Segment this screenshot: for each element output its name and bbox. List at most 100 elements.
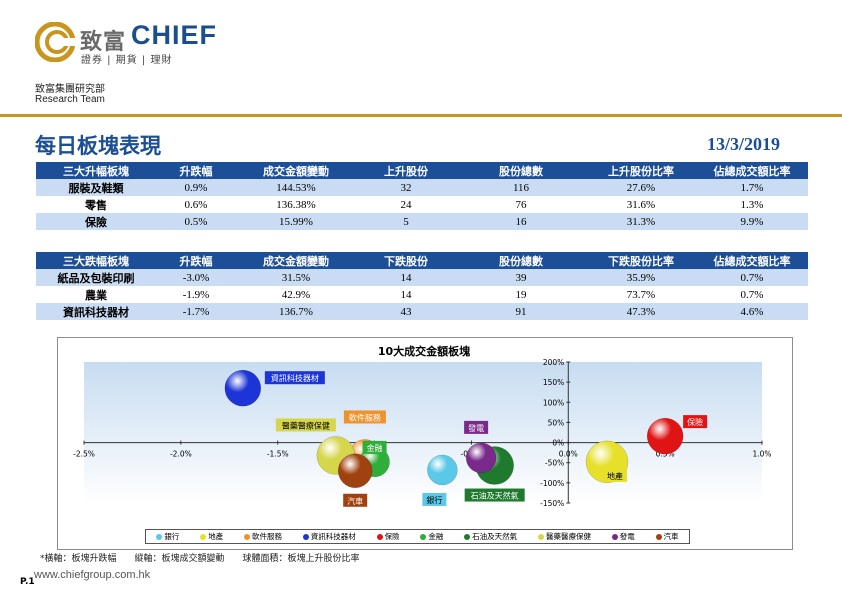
legend-item: 銀行 [156, 531, 179, 542]
table-cell: 31.6% [586, 196, 696, 213]
table-cell: 14 [356, 269, 456, 286]
legend-item: 醫藥醫療保健 [537, 531, 591, 542]
table-row: 紙品及包裝印刷 -3.0% 31.5% 14 39 35.9% 0.7% [36, 269, 808, 286]
column-header: 佔總成交額比率 [696, 252, 808, 269]
x-tick-label: 0.0% [559, 450, 578, 459]
legend-item: 汽車 [655, 531, 679, 542]
table-cell: 76 [456, 196, 586, 213]
sector-name: 保險 [36, 213, 156, 230]
legend-label: 發電 [619, 532, 635, 541]
legend-marker-icon [611, 533, 618, 540]
legend-marker-icon [200, 533, 207, 540]
table-cell: 43 [356, 303, 456, 320]
chief-logo-icon [35, 22, 75, 62]
table-cell: 15.99% [236, 213, 356, 230]
header-divider [0, 114, 842, 117]
table-cell: 1.3% [696, 196, 808, 213]
legend-marker-icon [537, 533, 544, 540]
x-tick-label: -1.5% [267, 450, 289, 459]
legend-marker-icon [655, 533, 662, 540]
table-cell: 27.6% [586, 179, 696, 196]
bubble-label-box [422, 492, 447, 506]
table-cell: 0.6% [156, 196, 236, 213]
sector-name: 服裝及鞋類 [36, 179, 156, 196]
table-cell: 0.9% [156, 179, 236, 196]
table-cell: 0.5% [156, 213, 236, 230]
column-header: 股份總數 [456, 252, 586, 269]
bubble-8 [465, 442, 497, 474]
column-header: 下跌股份比率 [586, 252, 696, 269]
sector-name: 農業 [36, 286, 156, 303]
legend-label: 醫藥醫療保健 [545, 532, 591, 541]
table-cell: 1.7% [696, 179, 808, 196]
bubble-label: 汽車 [347, 496, 363, 506]
table-cell: 5 [356, 213, 456, 230]
table-cell: 24 [356, 196, 456, 213]
y-tick-label: 200% [543, 358, 564, 367]
table-cell: 9.9% [696, 213, 808, 230]
table-cell: 39 [456, 269, 586, 286]
brand-name-english: CHIEF [131, 20, 217, 50]
top-gainers-table: 三大升幅板塊 升跌幅 成交金額變動 上升股份 股份總數 上升股份比率 佔總成交額… [36, 162, 808, 230]
bubble-label: 醫藥醫療保健 [282, 420, 330, 430]
bubble-label-box [683, 415, 708, 429]
legend-label: 汽車 [663, 532, 679, 541]
y-tick-label: -100% [540, 479, 564, 488]
bubble-label-box [464, 488, 525, 502]
x-tick-label: -2.5% [73, 450, 95, 459]
table-row: 零售 0.6% 136.38% 24 76 31.6% 1.3% [36, 196, 808, 213]
legend-label: 資訊科技器材 [310, 532, 356, 541]
legend-item: 保險 [376, 531, 400, 542]
top-losers-table: 三大跌幅板塊 升跌幅 成交金額變動 下跌股份 股份總數 下跌股份比率 佔總成交額… [36, 252, 808, 320]
column-header: 升跌幅 [156, 162, 236, 179]
table-row: 保險 0.5% 15.99% 5 16 31.3% 9.9% [36, 213, 808, 230]
bubble-label: 保險 [687, 417, 703, 427]
y-tick-label: 100% [543, 398, 564, 407]
table-cell: 144.53% [236, 179, 356, 196]
table-row: 農業 -1.9% 42.9% 14 19 73.7% 0.7% [36, 286, 808, 303]
brand-tagline: 證券 | 期貨 | 理財 [81, 55, 173, 66]
bubble-label-box [264, 371, 325, 385]
table-cell: 14 [356, 286, 456, 303]
y-tick-label: -150% [540, 499, 564, 508]
table-row: 服裝及鞋類 0.9% 144.53% 32 116 27.6% 1.7% [36, 179, 808, 196]
website-link[interactable]: www.chiefgroup.com.hk [34, 569, 151, 581]
page-title: 每日板塊表現 [35, 133, 161, 158]
department-english: Research Team [35, 94, 105, 105]
bubble-label-box [275, 418, 336, 432]
column-header: 三大跌幅板塊 [36, 252, 156, 269]
bubble-label: 石油及天然氣 [471, 491, 519, 501]
column-header: 成交金額變動 [236, 162, 356, 179]
y-tick-label: 0% [552, 439, 564, 448]
table-cell: 31.5% [236, 269, 356, 286]
table-cell: 4.6% [696, 303, 808, 320]
legend-item: 石油及天然氣 [464, 531, 517, 542]
legend-marker-icon [156, 533, 163, 540]
table-cell: -3.0% [156, 269, 236, 286]
bubble-label-box [362, 440, 387, 454]
bubble-3 [224, 369, 262, 407]
column-header: 上升股份比率 [586, 162, 696, 179]
legend-item: 資訊科技器材 [302, 531, 356, 542]
table-cell: 32 [356, 179, 456, 196]
y-tick-label: 50% [548, 418, 565, 427]
bubble-label-box [343, 410, 386, 424]
y-tick-label: 150% [543, 378, 564, 387]
x-tick-label: 1.0% [752, 450, 771, 459]
legend-marker-icon [464, 533, 471, 540]
column-header: 升跌幅 [156, 252, 236, 269]
table-cell: 91 [456, 303, 586, 320]
bubble-label-box [603, 468, 628, 482]
bubble-0 [427, 454, 458, 486]
chart-footnote: *橫軸：板塊升跌幅 縱軸：板塊成交額變動 球體面積：板塊上升股份比率 [40, 554, 360, 564]
column-header: 佔總成交額比率 [696, 162, 808, 179]
table-row: 資訊科技器材 -1.7% 136.7% 43 91 47.3% 4.6% [36, 303, 808, 320]
legend-label: 石油及天然氣 [472, 532, 518, 541]
table-cell: 35.9% [586, 269, 696, 286]
department-chinese: 致富集團研究部 [35, 84, 105, 95]
sector-name: 資訊科技器材 [36, 303, 156, 320]
table-cell: 19 [456, 286, 586, 303]
page-number: P.1 [20, 577, 35, 587]
bubble-label-box [464, 420, 489, 434]
sector-bubble-chart: 10大成交金額板塊 -2.5%-2.0%-1.5%-1.0%-0.5%0.0%0… [73, 344, 771, 508]
